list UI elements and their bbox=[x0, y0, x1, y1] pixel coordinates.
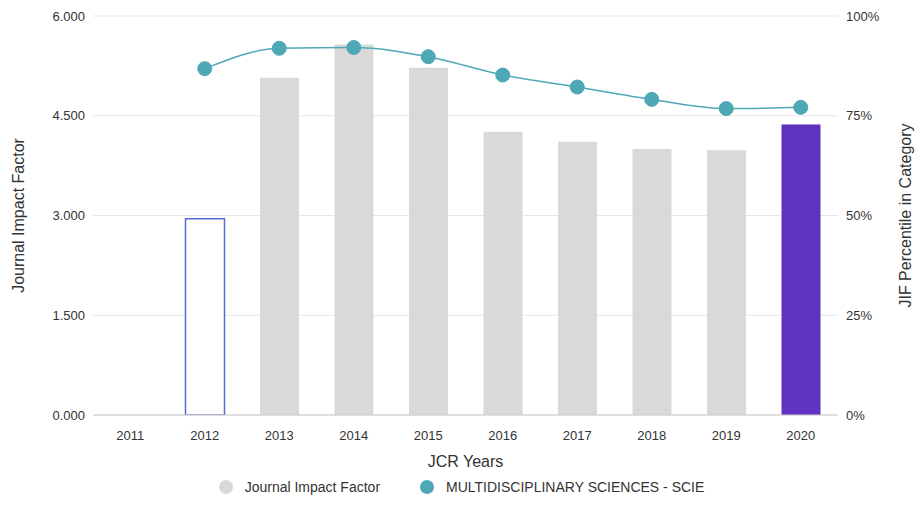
svg-text:3.000: 3.000 bbox=[52, 208, 85, 223]
svg-text:2011: 2011 bbox=[116, 428, 144, 443]
svg-text:Journal Impact Factor: Journal Impact Factor bbox=[10, 137, 27, 292]
svg-text:6.000: 6.000 bbox=[52, 9, 85, 24]
svg-text:2016: 2016 bbox=[488, 428, 517, 443]
svg-text:4.500: 4.500 bbox=[52, 108, 85, 123]
svg-text:2017: 2017 bbox=[563, 428, 592, 443]
svg-text:2019: 2019 bbox=[712, 428, 741, 443]
html-text:Journal Impact Factor: Journal Impact Factor bbox=[244, 479, 380, 495]
svg-text:75%: 75% bbox=[846, 108, 872, 123]
svg-text:2012: 2012 bbox=[190, 428, 219, 443]
svg-text:100%: 100% bbox=[846, 9, 880, 24]
svg-text:0.000: 0.000 bbox=[52, 408, 85, 423]
svg-text:1.500: 1.500 bbox=[52, 308, 85, 323]
html-text:MULTIDISCIPLINARY SCIENCES - S: MULTIDISCIPLINARY SCIENCES - SCIE bbox=[446, 479, 705, 495]
svg-text:JIF Percentile in Category: JIF Percentile in Category bbox=[897, 123, 914, 307]
svg-text:2014: 2014 bbox=[339, 428, 368, 443]
svg-text:2015: 2015 bbox=[414, 428, 443, 443]
svg-text:2018: 2018 bbox=[637, 428, 666, 443]
svg-text:2020: 2020 bbox=[786, 428, 815, 443]
svg-text:25%: 25% bbox=[846, 308, 872, 323]
svg-text:JCR Years: JCR Years bbox=[428, 453, 504, 470]
svg-text:2013: 2013 bbox=[265, 428, 294, 443]
svg-text:50%: 50% bbox=[846, 208, 872, 223]
svg-text:0%: 0% bbox=[846, 408, 865, 423]
